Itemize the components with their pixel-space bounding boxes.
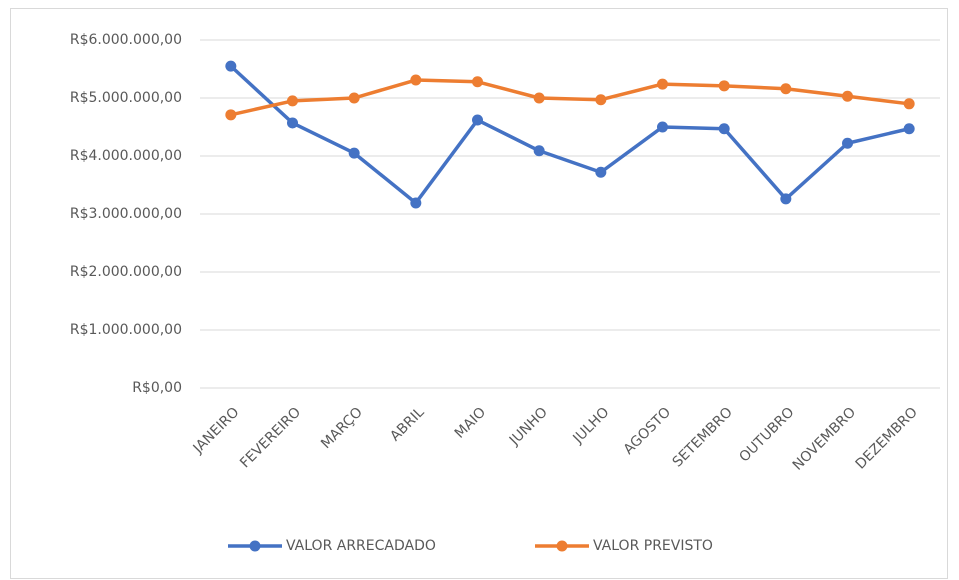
data-point xyxy=(842,90,853,102)
data-point xyxy=(472,114,483,126)
legend-marker xyxy=(249,540,261,552)
y-tick-label: R$5.000.000,00 xyxy=(70,90,182,106)
data-point xyxy=(718,80,730,92)
data-point xyxy=(595,166,607,178)
data-point xyxy=(780,83,792,95)
data-point xyxy=(533,145,545,157)
legend-label: VALOR PREVISTO xyxy=(593,538,713,554)
data-point xyxy=(903,123,915,135)
data-point xyxy=(287,117,298,129)
data-point xyxy=(348,92,360,104)
data-point xyxy=(657,121,668,133)
series-line xyxy=(230,78,910,117)
data-point xyxy=(718,123,730,135)
y-tick-label: R$4.000.000,00 xyxy=(70,148,182,164)
data-point xyxy=(225,60,237,72)
data-point xyxy=(595,94,607,106)
y-tick-label: R$3.000.000,00 xyxy=(70,206,182,222)
data-point xyxy=(410,74,422,86)
data-point xyxy=(903,98,915,110)
legend-marker xyxy=(556,540,568,552)
chart-border xyxy=(10,8,948,579)
data-point xyxy=(287,95,298,107)
data-point xyxy=(472,76,483,88)
legend-label: VALOR ARRECADADO xyxy=(286,538,436,554)
y-tick-label: R$2.000.000,00 xyxy=(70,264,182,280)
y-tick-label: R$6.000.000,00 xyxy=(70,32,182,48)
data-point xyxy=(780,193,792,205)
data-point xyxy=(657,78,668,90)
data-point xyxy=(225,109,237,121)
data-point xyxy=(533,92,545,104)
y-tick-label: R$0,00 xyxy=(132,380,182,396)
data-point xyxy=(410,197,422,209)
series-line xyxy=(229,64,910,205)
data-point xyxy=(348,147,360,159)
y-tick-label: R$1.000.000,00 xyxy=(70,322,182,338)
data-point xyxy=(842,137,853,149)
